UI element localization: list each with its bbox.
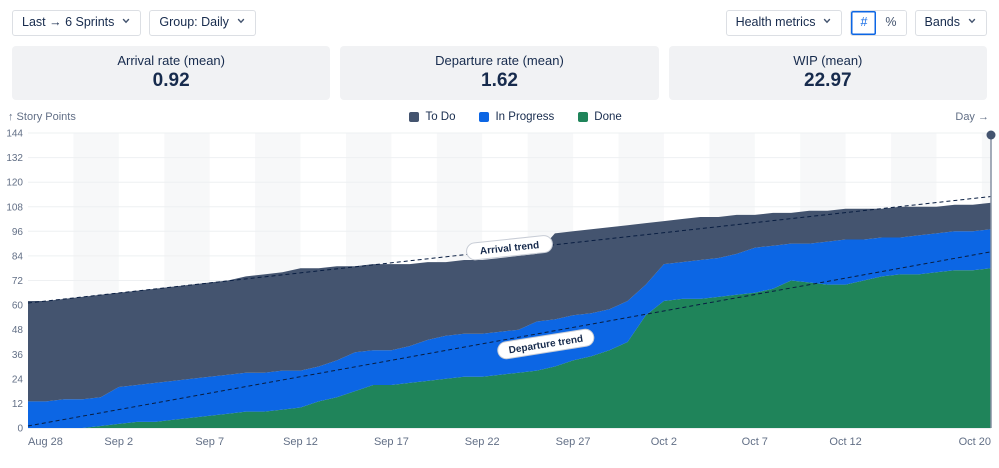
health-metrics-dropdown[interactable]: Health metrics: [725, 10, 843, 36]
svg-text:Oct 12: Oct 12: [829, 436, 861, 448]
svg-text:Sep 12: Sep 12: [283, 436, 318, 448]
stat-value: 22.97: [804, 69, 852, 91]
legend-label: In Progress: [495, 110, 555, 123]
svg-text:Aug 28: Aug 28: [28, 436, 63, 448]
legend-item-inprogress[interactable]: In Progress: [479, 111, 554, 123]
stat-label: Departure rate (mean): [435, 52, 564, 68]
svg-text:144: 144: [6, 128, 23, 139]
health-metrics-label: Health metrics: [735, 15, 816, 29]
chevron-down-icon: [121, 16, 131, 30]
sprint-range-dropdown[interactable]: Last → 6 Sprints: [12, 10, 142, 36]
svg-text:36: 36: [12, 350, 24, 361]
stat-value: 1.62: [481, 69, 518, 91]
svg-text:Sep 7: Sep 7: [195, 436, 224, 448]
svg-text:Sep 17: Sep 17: [374, 436, 409, 448]
stat-cards-row: Arrival rate (mean) 0.92 Departure rate …: [0, 40, 999, 102]
legend-label: Done: [594, 110, 622, 123]
svg-text:Oct 2: Oct 2: [651, 436, 677, 448]
value-format-toggle: # %: [850, 10, 907, 36]
svg-text:120: 120: [6, 177, 23, 188]
legend-item-done[interactable]: Done: [578, 111, 622, 123]
bands-dropdown[interactable]: Bands: [914, 10, 987, 36]
chevron-down-icon: [967, 16, 977, 30]
svg-text:Sep 27: Sep 27: [556, 436, 591, 448]
svg-text:96: 96: [12, 227, 24, 238]
chart-legend: To Do In Progress Done: [409, 111, 622, 123]
svg-text:Sep 2: Sep 2: [104, 436, 133, 448]
todo-swatch: [409, 111, 420, 122]
svg-text:0: 0: [17, 423, 23, 434]
stat-card-wip: WIP (mean) 22.97: [668, 45, 987, 100]
number-format-button[interactable]: #: [851, 11, 877, 35]
toolbar-left: Last → 6 Sprints Group: Daily: [12, 10, 256, 36]
y-axis-title: ↑ Story Points: [8, 110, 76, 123]
x-axis-title: Day →: [955, 110, 989, 123]
stat-card-departure-rate: Departure rate (mean) 1.62: [340, 45, 659, 100]
svg-text:12: 12: [12, 399, 24, 410]
svg-text:Oct 7: Oct 7: [742, 436, 768, 448]
svg-text:48: 48: [12, 325, 24, 336]
stat-card-arrival-rate: Arrival rate (mean) 0.92: [12, 45, 331, 100]
group-by-dropdown[interactable]: Group: Daily: [149, 10, 256, 36]
stat-label: WIP (mean): [793, 52, 863, 68]
inprogress-swatch: [479, 111, 490, 122]
legend-item-todo[interactable]: To Do: [409, 111, 455, 123]
chart-area: 0 12 24 36 48 60 72 84 96 108 120 132 144 Arrival tre…: [0, 123, 999, 468]
done-swatch: [578, 111, 589, 122]
sprint-range-label: Last → 6 Sprints: [22, 15, 115, 29]
bands-label: Bands: [924, 15, 960, 29]
svg-text:Oct 20: Oct 20: [959, 436, 991, 448]
legend-label: To Do: [425, 110, 456, 123]
stat-label: Arrival rate (mean): [117, 52, 225, 68]
svg-text:132: 132: [6, 153, 23, 164]
chevron-down-icon: [822, 16, 832, 30]
chevron-down-icon: [236, 16, 246, 30]
group-by-label: Group: Daily: [159, 15, 229, 29]
percent-format-button[interactable]: %: [876, 11, 906, 35]
toolbar-right: Health metrics # % Bands: [725, 10, 987, 36]
svg-text:108: 108: [6, 202, 23, 213]
svg-text:72: 72: [12, 276, 24, 287]
chart-header: ↑ Story Points To Do In Progress Done Da…: [0, 102, 999, 123]
svg-text:Sep 22: Sep 22: [465, 436, 500, 448]
stat-value: 0.92: [152, 69, 190, 91]
svg-text:84: 84: [12, 251, 24, 262]
svg-text:60: 60: [12, 300, 24, 311]
toolbar: Last → 6 Sprints Group: Daily Health met…: [0, 0, 999, 40]
svg-text:24: 24: [12, 374, 24, 385]
